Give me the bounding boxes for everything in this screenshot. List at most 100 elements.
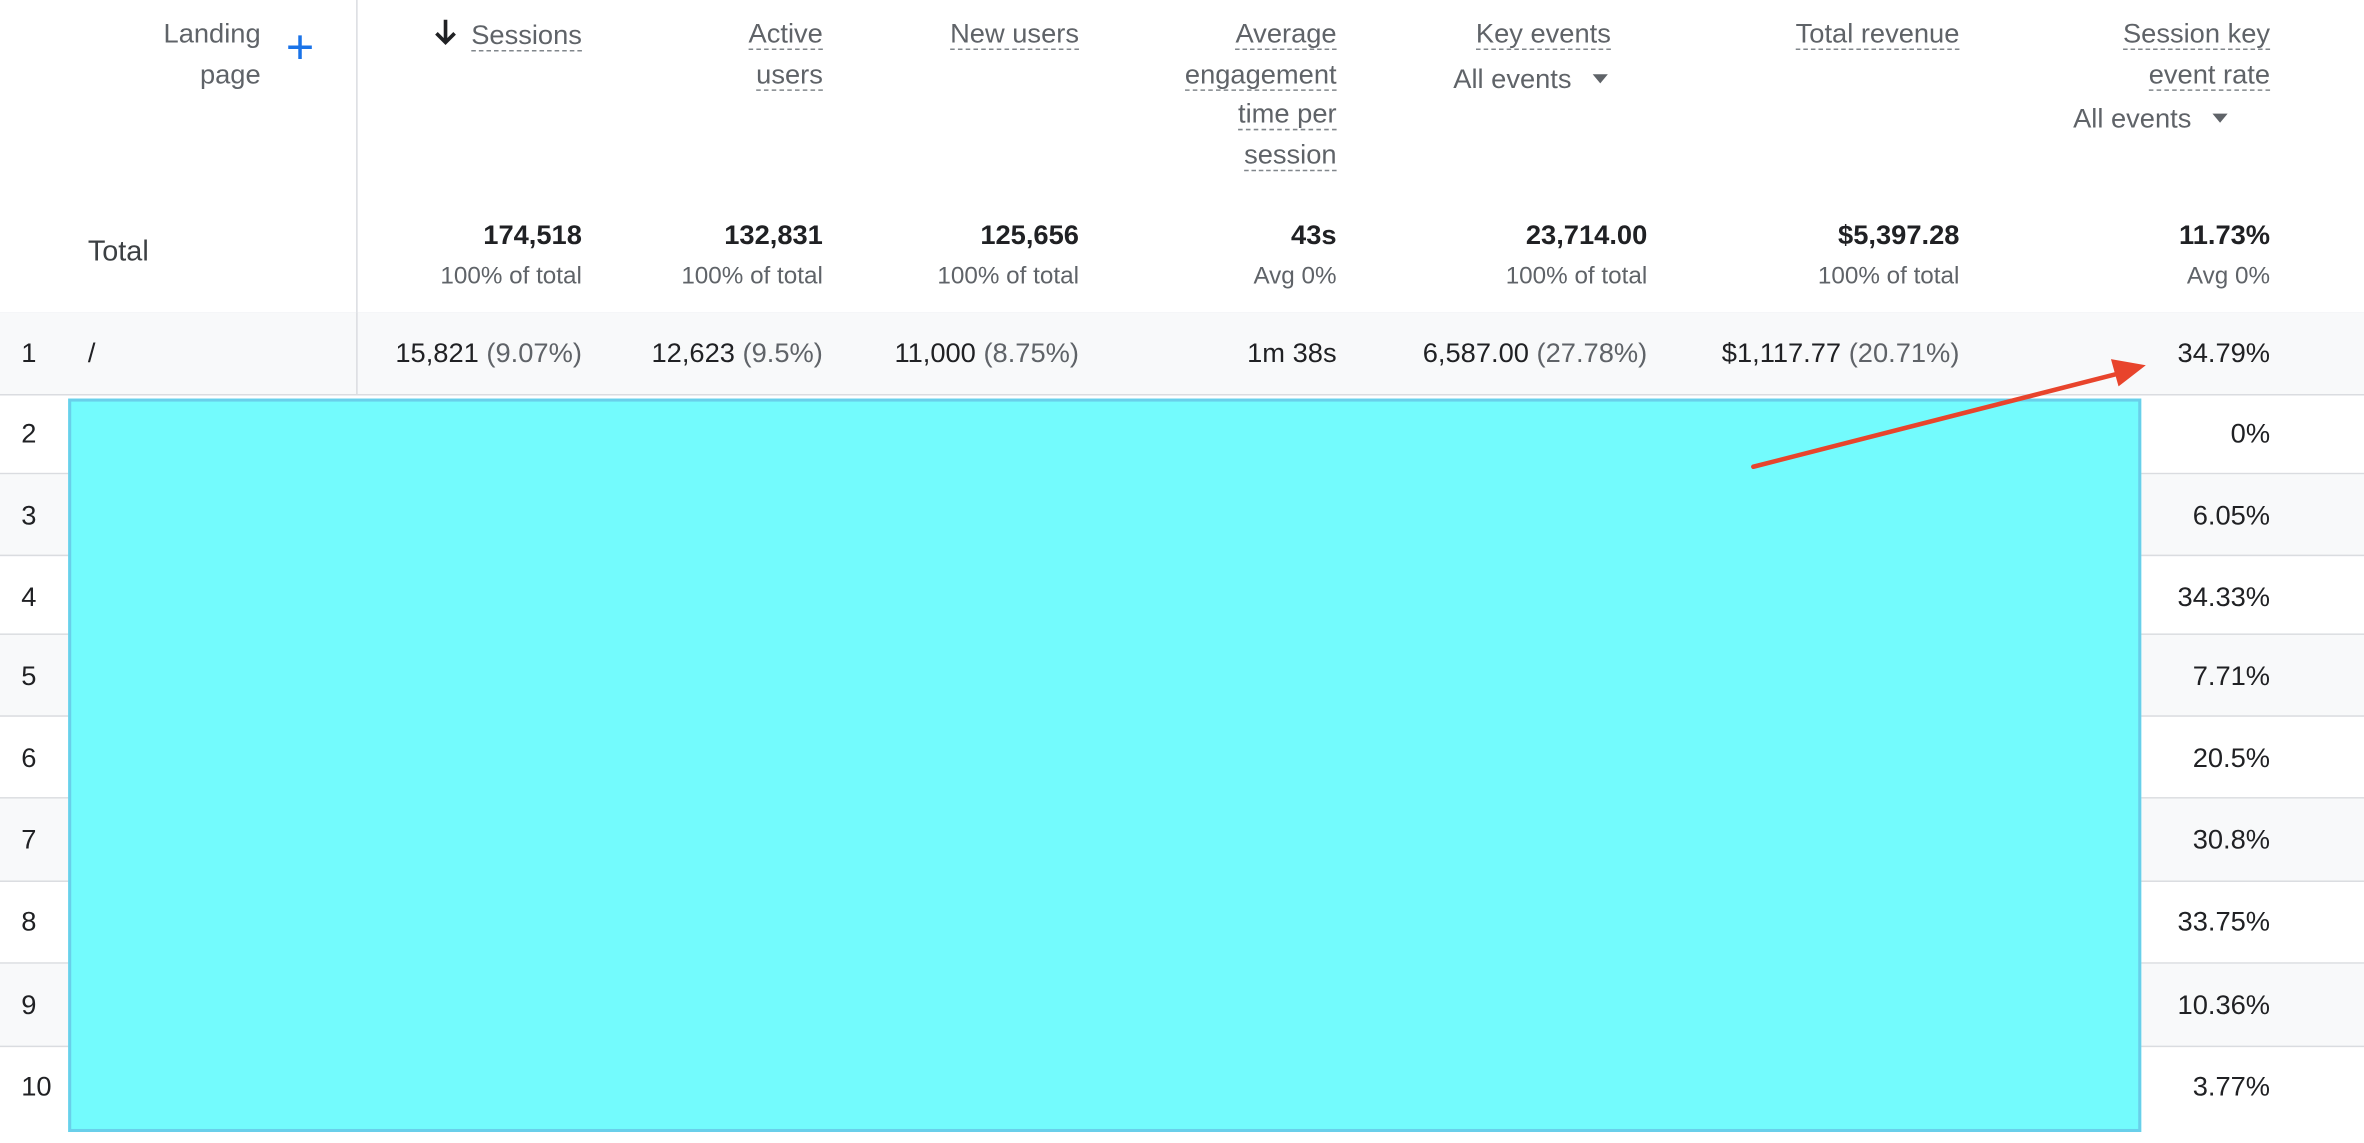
key-events-header-label: Key events [1475,18,1611,51]
avg-engagement-header-line4: session [1244,138,1337,171]
total-new-users-sub: 100% of total [937,263,1079,290]
key-events-filter-label: All events [1453,63,1572,94]
active-users-header-line2: users [756,58,823,91]
total-active-users: 132,831 100% of total [621,217,823,294]
new-users-pct: (8.75%) [983,337,1079,369]
session-rate-cell: 10.36% [2177,989,2271,1020]
row-number: 6 [21,742,37,773]
key-events-filter-dropdown[interactable]: All events [1453,61,1608,97]
key-events-value: 6,587.00 [1422,337,1529,369]
caret-down-icon [2212,113,2228,123]
key-events-column-header[interactable]: Key events [1440,14,1611,54]
total-revenue-value: $5,397.28 [1838,219,1960,251]
total-new-users-value: 125,656 [980,219,1079,251]
sessions-header-label: Sessions [471,19,582,52]
table-row[interactable]: 1 / 15,821 (9.07%) 12,623 (9.5%) 11,000 … [0,312,2364,395]
session-rate-header-line1: Session key [2122,18,2271,51]
totals-label: Total [87,236,149,269]
session-rate-filter-label: All events [2073,103,2192,134]
landing-page-label: Landing page [163,18,261,89]
row-number: 7 [21,824,37,855]
row-number: 8 [21,906,37,937]
total-sessions: 174,518 100% of total [379,217,582,294]
new-users-header-label: New users [950,18,1079,51]
total-active-users-sub: 100% of total [681,263,823,290]
key-events-cell: 6,587.00 (27.78%) [1364,312,1647,394]
total-revenue-column-header[interactable]: Total revenue [1743,14,1960,54]
table-row[interactable]: 8 33.75% [0,880,2364,962]
row-number: 4 [21,581,37,613]
session-key-event-rate-column-header[interactable]: Session key event rate [2061,14,2271,94]
total-new-users: 125,656 100% of total [879,217,1079,294]
total-session-rate: 11.73% Avg 0% [2091,217,2270,294]
total-revenue: $5,397.28 100% of total [1743,217,1960,294]
active-users-value: 12,623 [651,337,735,369]
session-rate-cell: 20.5% [2192,742,2271,773]
new-users-value: 11,000 [894,337,976,369]
session-rate-cell: 34.33% [2177,581,2271,613]
total-key-events-value: 23,714.00 [1525,219,1648,251]
total-avg-engagement: 43s Avg 0% [1182,217,1337,294]
key-events-pct: (27.78%) [1536,337,1648,369]
sessions-value: 15,821 [395,337,479,369]
caret-down-icon [1592,74,1608,84]
row-number: 10 [21,1071,52,1102]
active-users-column-header[interactable]: Active users [667,14,823,94]
sessions-cell: 15,821 (9.07%) [364,312,582,394]
table-row[interactable]: 10 3.77% [0,1046,2364,1128]
session-rate-filter-dropdown[interactable]: All events [2073,100,2228,136]
arrow-down-icon [435,19,456,46]
sessions-column-header[interactable]: Sessions [409,14,582,56]
total-key-events: 23,714.00 100% of total [1440,217,1648,294]
avg-engagement-header-line2: engagement [1184,58,1337,91]
session-rate-cell: 33.75% [2177,906,2271,937]
dimension-divider-row [356,312,358,395]
table-row[interactable]: 4 34.33% [0,556,2364,638]
avg-engagement-header-line3: time per [1238,98,1337,131]
table-row[interactable]: 6 20.5% [0,717,2364,799]
total-revenue-header-label: Total revenue [1795,18,1960,51]
table-row[interactable]: 2 0% [0,392,2364,474]
avg-engagement-header-line1: Average [1235,18,1337,51]
avg-engagement-value: 1m 38s [1247,337,1337,369]
row-number: 1 [21,337,37,369]
row-divider [0,394,2364,396]
revenue-pct: (20.71%) [1848,337,1960,369]
redaction-box [68,398,2142,1133]
session-rate-cell: 7.71% [2192,660,2271,692]
session-rate-cell: 3.77% [2192,1071,2271,1102]
session-rate-cell: 30.8% [2192,824,2271,855]
row-number: 9 [21,989,37,1020]
revenue-cell: $1,117.77 (20.71%) [1667,312,1960,394]
landing-page-column-header[interactable]: Landing page [106,14,261,94]
row-number: 5 [21,660,37,692]
dimension-divider [356,0,358,395]
total-revenue-sub: 100% of total [1817,263,1960,290]
active-users-cell: 12,623 (9.5%) [606,312,823,394]
total-sessions-sub: 100% of total [440,263,582,290]
total-avg-engagement-value: 43s [1291,219,1337,251]
avg-engagement-cell: 1m 38s [1152,312,1337,394]
total-key-events-sub: 100% of total [1505,263,1648,290]
session-rate-cell: 34.79% [2177,337,2271,369]
landing-page-cell[interactable]: / [87,337,96,369]
session-rate-header-line2: event rate [2148,58,2271,91]
total-avg-engagement-sub: Avg 0% [1253,263,1337,290]
total-session-rate-value: 11.73% [2179,219,2271,251]
total-sessions-value: 174,518 [483,219,582,251]
sessions-pct: (9.07%) [486,337,582,369]
active-users-header-line1: Active [748,18,823,51]
row-number: 3 [21,500,37,531]
session-rate-cell: 0% [2230,418,2271,449]
active-users-pct: (9.5%) [742,337,823,369]
row-number: 2 [21,418,37,449]
total-session-rate-sub: Avg 0% [2186,263,2271,290]
new-users-cell: 11,000 (8.75%) [849,312,1079,394]
total-active-users-value: 132,831 [724,219,823,251]
session-rate-cell: 6.05% [2192,500,2271,531]
plus-icon[interactable]: + [285,19,315,75]
new-users-column-header[interactable]: New users [894,14,1079,54]
revenue-value: $1,117.77 [1721,337,1842,369]
avg-engagement-column-header[interactable]: Average engagement time per session [1137,14,1337,175]
